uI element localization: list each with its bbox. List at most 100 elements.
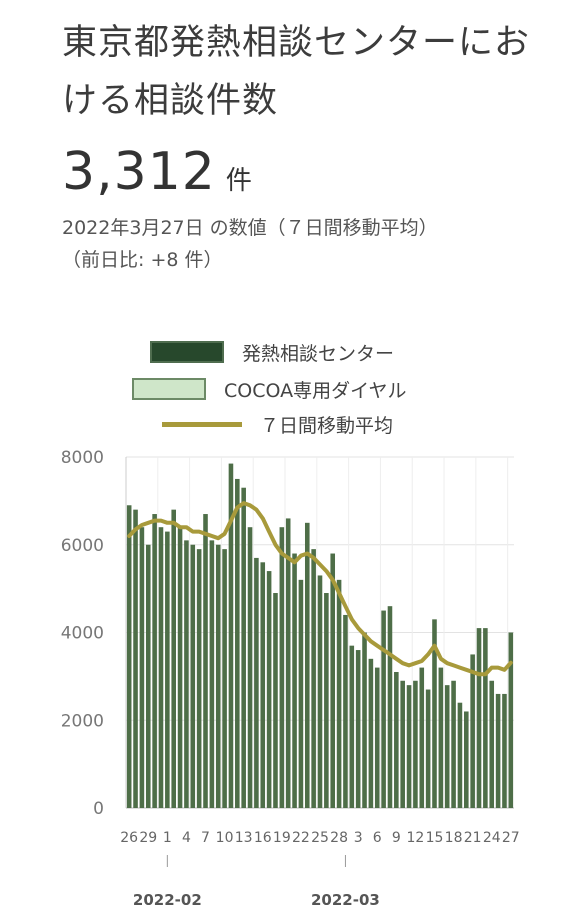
bar-center [355,650,361,808]
x-tick-label: 7 [201,830,210,846]
legend-label-avg: ７日間移動平均 [260,414,394,437]
date-note: 2022年3月27日 の数値（７日間移動平均） [62,217,438,239]
legend-swatch-center [150,341,224,363]
chart-plot: 0 2000 4000 6000 8000 26 29 1 4 7 10 13 16 19 22 25 28 3… [61,448,520,909]
bars [126,463,514,808]
bar-center [254,557,259,808]
bar-center [444,685,450,808]
bar-center [502,693,507,808]
bar-center [228,463,234,808]
bar-center [438,667,444,808]
x-tick-label: 22 [292,830,310,846]
avg-line-layer [127,501,513,677]
bar-center [464,711,469,808]
bar-center [285,518,291,808]
bar-center [266,571,272,808]
x-tick-label: 10 [216,830,234,846]
bar-center [298,579,304,808]
bar-center [273,593,278,808]
bar-center [413,680,418,808]
bar-center [203,514,208,808]
y-tick-label: 0 [93,799,104,819]
x-tick-label: 16 [254,830,272,846]
bar-center [394,671,399,808]
y-tick-label: 4000 [61,624,104,644]
bar-center [171,509,176,808]
x-tick-label: 4 [182,830,191,846]
bar-center [495,693,501,808]
bar-center [368,658,374,808]
bar-center [139,527,145,808]
bar-center [400,680,405,808]
x-tick-label: 24 [483,830,501,846]
bar-center [483,628,488,808]
bar-center [260,562,266,808]
x-tick-label: 1 [163,830,172,846]
bar-center [317,575,323,808]
value-number: 3,312 [62,142,216,202]
x-tick-label: 12 [406,830,424,846]
legend-label-center: 発熱相談センター [242,342,395,365]
bar-center [190,544,196,808]
y-tick-label: 6000 [61,536,104,556]
x-tick-label: 29 [139,830,157,846]
bar-center [235,478,240,808]
bar-center [145,544,151,808]
bar-center [304,522,310,808]
bar-center [362,632,367,808]
bar-center [381,610,386,808]
bar-center [419,667,425,808]
x-tick-label: 3 [354,830,363,846]
bar-center [279,527,285,808]
bar-center [343,614,348,808]
bar-center [476,628,482,808]
bar-center [184,540,189,808]
diff-note: （前日比: +8 件） [62,249,223,271]
x-tick-label: 9 [392,830,401,846]
avg-line [127,501,513,677]
x-tick-label: 6 [373,830,382,846]
bar-center [152,514,157,808]
bar-center [222,549,227,808]
bar-center [406,685,412,808]
y-tick-label: 2000 [61,711,104,731]
legend-item-avg[interactable]: ７日間移動平均 [162,409,393,439]
x-tick-label: 27 [502,830,520,846]
legend-label-cocoa: COCOA専用ダイヤル [224,379,407,402]
bar-center [330,553,336,808]
legend-swatch-cocoa [132,378,206,400]
legend-item-cocoa[interactable]: COCOA専用ダイヤル [132,374,407,404]
bar-center [241,487,246,808]
bar-center [425,689,431,808]
bar-center [158,527,164,808]
bar-center [432,619,437,808]
bar-center [374,667,380,808]
y-axis: 0 2000 4000 6000 8000 [61,448,104,819]
bar-center [209,540,215,808]
x-tick-label: 21 [464,830,482,846]
legend-swatch-avg [162,421,242,427]
x-tick-label: 28 [330,830,348,846]
bar-center [215,544,221,808]
x-tick-label: 13 [235,830,253,846]
legend-item-center[interactable]: 発熱相談センター [150,337,394,367]
x-tick-label: 19 [273,830,291,846]
x-tick-label: 15 [426,830,444,846]
bar-center [349,645,355,808]
chart-title: 東京都発熱相談センターにおける相談件数 [62,23,531,121]
bar-center [457,702,463,808]
bar-center [165,531,170,808]
bar-center [451,680,456,808]
month-label: 2022-03 [311,891,380,909]
bar-center [311,549,316,808]
bar-center [247,527,253,808]
bar-center [470,654,475,808]
bar-center [177,527,183,808]
x-axis: 26 29 1 4 7 10 13 16 19 22 25 28 3 6 9 12 15 18 21 24 27 2022… [120,830,519,909]
current-value: 3,312 件 [62,142,252,202]
bar-center [508,632,514,808]
y-tick-label: 8000 [61,448,104,468]
bar-center [196,549,202,808]
bar-center [324,593,329,808]
bar-center [387,606,393,808]
